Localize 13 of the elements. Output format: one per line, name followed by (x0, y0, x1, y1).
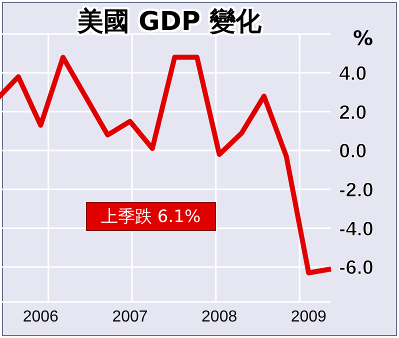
y-axis-title: % (352, 26, 373, 50)
y-tick-label: 2.0 (339, 102, 367, 124)
y-tick-label: 0.0 (339, 140, 367, 163)
x-tick-label: 2009 (290, 308, 327, 326)
x-tick-label: 2007 (112, 308, 148, 326)
x-tick-label: 2006 (22, 308, 59, 326)
y-tick-label: 4.0 (339, 62, 367, 85)
y-tick-label: -2.0 (339, 179, 374, 202)
chart-title: 美國 GDP 變化 (76, 6, 263, 39)
y-tick-label: -6.0 (339, 257, 374, 280)
annotation: 上季跌 6.1% (86, 202, 216, 231)
y-tick-label: -4.0 (339, 218, 374, 240)
x-tick-label: 2008 (202, 308, 238, 326)
